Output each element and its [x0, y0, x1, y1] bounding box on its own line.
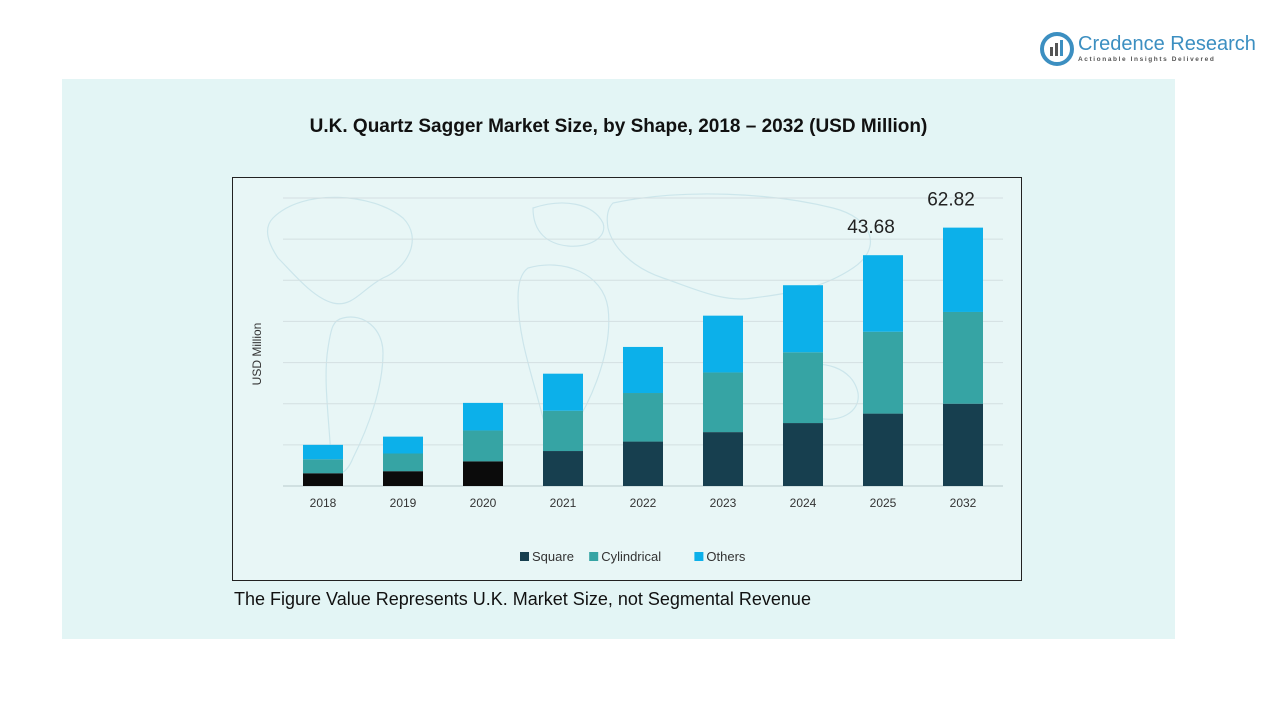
bar-cylindrical-2021: [543, 410, 583, 452]
bar-cylindrical-2024: [783, 352, 823, 424]
bar-cylindrical-2025: [863, 331, 903, 414]
bar-square-2018: [303, 473, 343, 486]
bar-square-2019: [383, 471, 423, 486]
x-tick-label: 2021: [550, 496, 577, 510]
bar-others-2020: [463, 402, 503, 431]
bar-square-2025: [863, 413, 903, 486]
x-tick-label: 2020: [470, 496, 497, 510]
x-tick-label: 2025: [870, 496, 897, 510]
x-tick-label: 2024: [790, 496, 817, 510]
legend-label-square: Square: [532, 549, 574, 564]
legend-label-others: Others: [706, 549, 746, 564]
bar-square-2021: [543, 451, 583, 486]
bar-others-2023: [703, 315, 743, 373]
bar-others-2018: [303, 444, 343, 460]
data-label-2025: 43.68: [847, 217, 895, 238]
bar-square-2023: [703, 432, 743, 486]
footnote: The Figure Value Represents U.K. Market …: [234, 589, 811, 609]
legend-swatch-square: [520, 552, 529, 561]
legend-swatch-others: [694, 552, 704, 561]
bar-square-2032: [943, 403, 983, 486]
bar-square-2022: [623, 441, 663, 486]
x-tick-label: 2023: [710, 496, 737, 510]
x-tick-label: 2032: [950, 496, 977, 510]
bar-cylindrical-2023: [703, 372, 743, 433]
brand-tagline: Actionable Insights Delivered: [1078, 56, 1216, 63]
bar-cylindrical-2022: [623, 393, 663, 442]
bar-cylindrical-2032: [943, 311, 983, 404]
bar-others-2024: [783, 285, 823, 353]
chart-frame: 2018 2019 2020 2021 2022 2023 2024 2025 43.68 203…: [232, 177, 1022, 581]
legend-swatch-cylindrical: [589, 552, 599, 561]
bar-cylindrical-2019: [383, 453, 423, 472]
data-label-2032: 62.82: [927, 190, 975, 211]
bar-others-2019: [383, 436, 423, 454]
brand-name: Credence Research: [1078, 33, 1256, 55]
legend-label-cylindrical: Cylindrical: [601, 549, 661, 564]
bar-cylindrical-2020: [463, 430, 503, 462]
stacked-bar-chart: 2018 2019 2020 2021 2022 2023 2024 2025 43.68 203…: [250, 190, 1003, 564]
bar-cylindrical-2018: [303, 459, 343, 474]
x-tick-label: 2022: [630, 496, 657, 510]
chart-title: U.K. Quartz Sagger Market Size, by Shape…: [309, 116, 928, 137]
bar-others-2032: [943, 227, 983, 312]
y-axis-label: USD Million: [250, 323, 264, 386]
bar-square-2020: [463, 461, 503, 486]
bar-others-2025: [863, 255, 903, 332]
logo-mark-icon: [1040, 32, 1074, 66]
x-tick-label: 2018: [310, 496, 337, 510]
bar-others-2022: [623, 346, 663, 394]
x-tick-label: 2019: [390, 496, 417, 510]
credence-research-logo: Credence Research Actionable Insights De…: [1040, 30, 1256, 70]
bar-others-2021: [543, 373, 583, 411]
bar-square-2024: [783, 423, 823, 486]
